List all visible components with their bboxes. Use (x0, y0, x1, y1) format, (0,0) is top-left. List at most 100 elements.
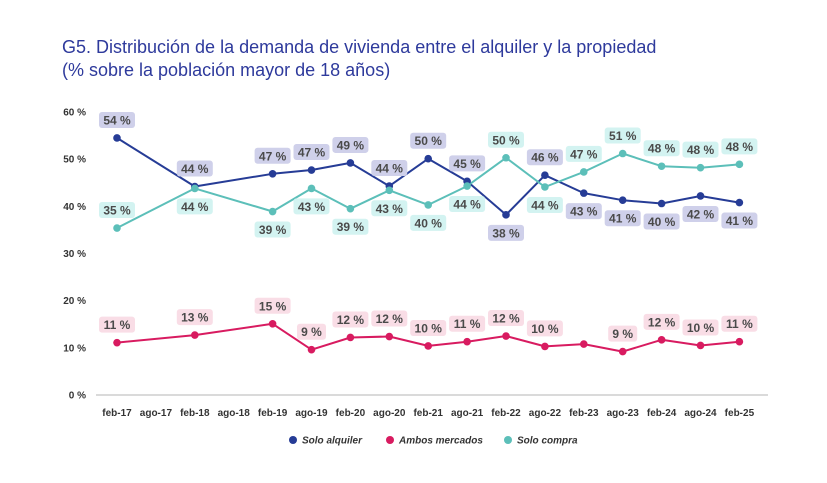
x-tick-label: ago-22 (529, 408, 562, 419)
series-points (113, 134, 744, 356)
y-tick-label: 50 % (63, 155, 86, 166)
data-label-solo-compra: 40 % (410, 214, 447, 231)
data-label-bg (608, 325, 638, 342)
data-label-ambos-mercados: 10 % (682, 319, 719, 336)
data-point-solo-alquiler (502, 211, 510, 219)
data-point-solo-compra (618, 149, 627, 158)
data-labels: 54 % 44 % 47 % 47 % 49 % 44 % 50 % 45 % 38 % 46 %… (99, 111, 758, 342)
data-label-solo-alquiler: 54 % (99, 111, 135, 128)
data-label-text: 12 % (648, 315, 676, 329)
data-label-bg (449, 155, 486, 172)
data-point-ambos-mercados (307, 345, 316, 354)
data-label-text: 9 % (301, 325, 322, 339)
data-point-solo-compra (424, 201, 433, 209)
data-point-solo-alquiler (618, 196, 627, 205)
x-tick-label: feb-25 (725, 408, 755, 419)
data-label-text: 41 % (726, 214, 754, 228)
data-label-bg (332, 218, 369, 235)
data-label-solo-alquiler: 44 % (371, 160, 408, 177)
data-label-text: 44 % (376, 162, 404, 176)
data-label-bg (293, 198, 330, 215)
data-point-ambos-mercados (463, 337, 471, 346)
legend: Solo alquiler Ambos mercados Solo compra (289, 436, 578, 447)
axes: 0 % 10 % 20 % 30 % 40 % 50 % 60 % feb-17 ago-17 f… (63, 108, 768, 419)
data-label-bg (297, 323, 326, 340)
y-tick-label: 40 % (63, 202, 86, 213)
data-label-text: 39 % (337, 220, 365, 234)
data-point-ambos-mercados (696, 341, 705, 350)
legend-label: Ambos mercados (398, 436, 483, 447)
data-point-solo-alquiler (268, 169, 277, 178)
data-label-solo-compra: 51 % (604, 127, 641, 144)
data-label-solo-alquiler: 41 % (721, 212, 758, 229)
data-label-solo-compra: 48 % (682, 141, 719, 158)
data-point-solo-alquiler (346, 159, 355, 167)
data-label-bg (643, 140, 680, 157)
data-label-text: 35 % (103, 204, 131, 218)
data-label-text: 44 % (181, 162, 209, 176)
data-label-text: 48 % (648, 142, 676, 156)
data-label-bg (682, 319, 719, 336)
data-label-text: 43 % (376, 202, 404, 216)
y-tick-label: 0 % (69, 391, 86, 402)
data-label-bg (99, 111, 135, 128)
x-tick-label: feb-20 (336, 408, 366, 419)
x-tick-label: ago-24 (684, 408, 717, 419)
data-point-solo-compra (541, 183, 549, 191)
data-label-text: 42 % (687, 207, 715, 221)
data-label-text: 47 % (259, 149, 287, 163)
data-label-ambos-mercados: 15 % (254, 297, 291, 314)
data-label-text: 41 % (609, 212, 637, 226)
data-point-solo-compra (580, 168, 588, 176)
data-point-solo-compra (191, 184, 199, 193)
data-label-ambos-mercados: 9 % (297, 323, 326, 340)
data-point-ambos-mercados (268, 319, 277, 328)
data-label-solo-compra: 47 % (565, 145, 602, 162)
data-label-text: 47 % (570, 147, 598, 161)
data-label-bg (176, 160, 213, 177)
data-point-solo-alquiler (580, 189, 588, 197)
data-label-bg (371, 160, 408, 177)
data-point-solo-compra (385, 186, 394, 195)
data-point-ambos-mercados (657, 336, 666, 344)
data-label-bg (488, 310, 524, 327)
data-label-text: 40 % (648, 215, 676, 229)
data-point-solo-compra (113, 224, 121, 232)
data-label-text: 13 % (181, 311, 209, 325)
data-point-solo-compra (735, 160, 744, 169)
data-label-text: 12 % (376, 312, 404, 326)
data-label-bg (488, 131, 524, 148)
data-label-bg (604, 210, 641, 227)
data-label-solo-alquiler: 41 % (604, 210, 641, 227)
chart-title-line1: G5. Distribución de la demanda de vivien… (62, 37, 657, 57)
data-label-text: 10 % (531, 322, 559, 336)
data-label-text: 12 % (337, 313, 365, 327)
data-label-ambos-mercados: 11 % (99, 316, 135, 333)
legend-marker (504, 436, 512, 444)
data-label-text: 49 % (337, 138, 365, 152)
data-label-text: 11 % (454, 317, 481, 331)
data-label-bg (565, 145, 602, 162)
data-label-solo-compra: 44 % (176, 198, 213, 215)
data-label-text: 44 % (453, 198, 481, 212)
data-label-text: 50 % (415, 134, 443, 148)
data-point-ambos-mercados (735, 337, 744, 346)
data-label-bg (176, 309, 213, 326)
data-label-solo-compra: 43 % (371, 200, 408, 217)
data-label-bg (99, 202, 135, 219)
data-label-solo-alquiler: 38 % (488, 224, 524, 241)
data-point-solo-alquiler (696, 192, 705, 200)
data-point-ambos-mercados (618, 347, 627, 356)
data-label-text: 44 % (181, 200, 209, 214)
data-label-text: 45 % (453, 157, 481, 171)
data-label-text: 46 % (531, 151, 559, 165)
data-label-solo-compra: 39 % (254, 221, 291, 238)
data-point-solo-alquiler (657, 199, 666, 208)
data-point-solo-alquiler (113, 134, 121, 142)
data-point-solo-compra (346, 204, 355, 213)
data-label-solo-compra: 43 % (293, 198, 330, 215)
data-label-ambos-mercados: 9 % (608, 325, 638, 342)
data-label-text: 50 % (492, 133, 520, 147)
data-point-ambos-mercados (580, 340, 588, 348)
data-label-bg (371, 200, 408, 217)
